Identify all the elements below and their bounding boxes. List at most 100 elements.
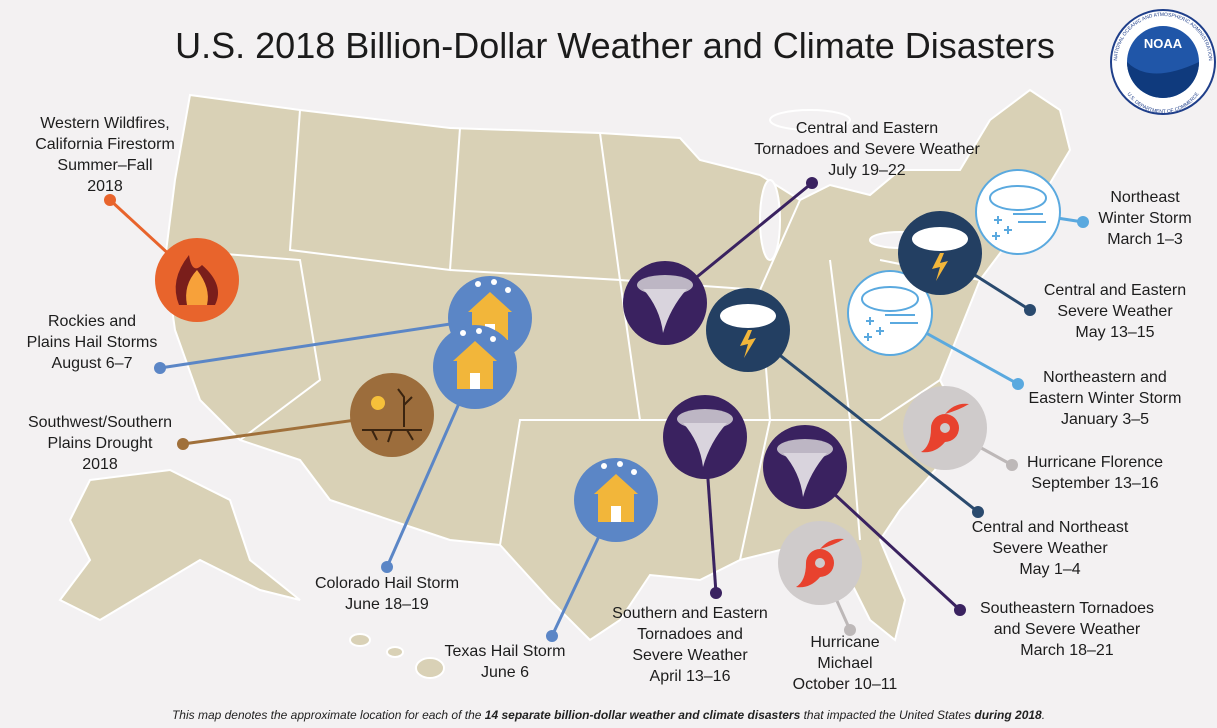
roof [594, 474, 638, 494]
label-line: June 6 [481, 664, 529, 681]
cracks [362, 388, 422, 443]
wind [885, 314, 918, 324]
icon-storm [706, 288, 790, 372]
label-line: Colorado Hail Storm [315, 575, 459, 592]
leader-dot [844, 624, 856, 636]
leader-dot [806, 177, 818, 189]
icon-tornado [663, 395, 747, 479]
cloud [861, 286, 919, 312]
event-label: Central and Eastern Tornadoes and Severe … [754, 120, 980, 179]
flake [994, 216, 1002, 224]
label-line: 2018 [82, 456, 118, 473]
label-line: Southeastern Tornadoes [980, 600, 1154, 617]
door [611, 506, 621, 522]
event: Southern and Eastern Tornadoes and Severe … [612, 395, 768, 685]
footnote: This map denotes the approximate locatio… [0, 708, 1217, 722]
roof [453, 341, 497, 361]
event-label: Southwest/Southern Plains Drought 2018 [28, 414, 172, 473]
sun [371, 396, 385, 410]
label-line: June 18–19 [345, 596, 429, 613]
leader-dot [972, 506, 984, 518]
map-graphic: U.S. 2018 Billion-Dollar Weather and Cli… [27, 9, 1216, 693]
event-label: Hurricane Florence September 13–16 [1027, 454, 1163, 492]
label-line: Central and Eastern [796, 120, 938, 137]
door [470, 373, 480, 389]
state-line [288, 109, 461, 272]
hail-stone [490, 336, 496, 342]
label-line: Winter Storm [1098, 210, 1191, 227]
event: Northeast Winter Storm March 1–3 [975, 169, 1192, 255]
hawaii [349, 633, 371, 647]
leader-dot [546, 630, 558, 642]
label-line: January 3–5 [1061, 411, 1149, 428]
event: Western Wildfires, California Firestorm Su… [35, 115, 239, 322]
hail-stone [617, 461, 623, 467]
leader-dot [381, 561, 393, 573]
footnote-bold: during 2018 [974, 708, 1042, 722]
flake [864, 333, 872, 341]
event: Hurricane Florence September 13–16 [903, 386, 1163, 492]
label-line: Southern and Eastern [612, 605, 768, 622]
label-line: Severe Weather [1057, 303, 1173, 320]
label-line: Western Wildfires, [40, 115, 170, 132]
label-line: and Severe Weather [994, 621, 1141, 638]
label-line: April 13–16 [650, 668, 731, 685]
hail-stone [601, 463, 607, 469]
icon-snow [975, 169, 1061, 255]
great-lake [769, 109, 851, 131]
cloud [989, 185, 1047, 211]
leader-line [159, 316, 491, 370]
label-line: May 13–15 [1075, 324, 1154, 341]
bolt [932, 253, 948, 281]
wind [1013, 213, 1046, 223]
alaska [58, 468, 301, 622]
event-label: Colorado Hail Storm June 18–19 [315, 575, 459, 613]
label-line: Eastern Winter Storm [1029, 390, 1182, 407]
state-line [829, 259, 861, 541]
great-lake [759, 179, 781, 261]
label-line: Rockies and [48, 313, 136, 330]
leader-dot [710, 587, 722, 599]
roof [468, 292, 512, 312]
eye [940, 423, 950, 433]
state-line [174, 249, 322, 441]
label-line: Michael [817, 655, 872, 672]
event: Central and Eastern Severe Weather May 13–… [898, 211, 1186, 341]
label-line: Northeast [1110, 189, 1180, 206]
event-label: Southern and Eastern Tornadoes and Severe … [612, 605, 768, 685]
label-line: Central and Northeast [972, 519, 1129, 536]
event-label: Hurricane Michael October 10–11 [793, 634, 898, 693]
flame [186, 270, 208, 305]
leader-dot [1012, 378, 1024, 390]
label-line: Hurricane [810, 634, 879, 651]
event-label: Northeast Winter Storm March 1–3 [1098, 189, 1191, 248]
leader-line [747, 328, 979, 514]
label-line: 2018 [87, 178, 123, 195]
label-line: October 10–11 [793, 676, 898, 693]
label-line: Northeastern and [1043, 369, 1167, 386]
event-label: Northeastern and Eastern Winter Storm Janu… [1029, 369, 1182, 428]
event-label: Central and Northeast Severe Weather May 1… [972, 519, 1129, 578]
label-line: Plains Drought [48, 435, 154, 452]
contiguous-us [163, 88, 1072, 642]
hail-stone [505, 287, 511, 293]
leader-dot [1006, 459, 1018, 471]
label-line: Plains Hail Storms [27, 334, 158, 351]
bolt [740, 330, 756, 358]
funnel [643, 289, 687, 333]
leader-dot [1024, 304, 1036, 316]
footnote-text: that impacted the United States [800, 708, 975, 722]
label-line: August 6–7 [52, 355, 133, 372]
leader-dot [177, 438, 189, 450]
label-line: July 19–22 [828, 162, 905, 179]
icon-hurricane [903, 386, 987, 470]
event: Colorado Hail Storm June 18–19 [315, 325, 517, 613]
label-line: September 13–16 [1031, 475, 1158, 492]
label-line: Severe Weather [632, 647, 748, 664]
hawaii [415, 657, 445, 679]
event: Southwest/Southern Plains Drought 2018 [28, 373, 434, 473]
leader-dot [1077, 216, 1089, 228]
leader-dot [954, 604, 966, 616]
event: Central and Eastern Tornadoes and Severe … [623, 120, 980, 345]
